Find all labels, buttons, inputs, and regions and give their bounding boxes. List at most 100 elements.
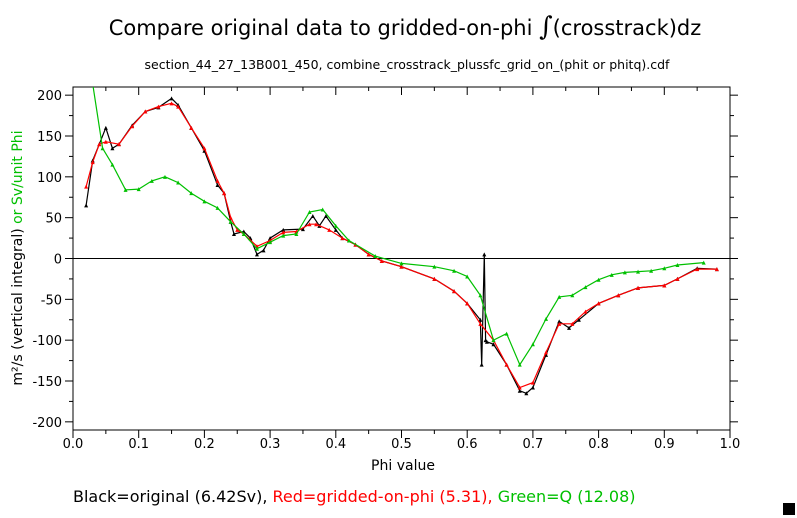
data-point-Q	[662, 266, 667, 271]
data-point-original	[103, 125, 108, 130]
data-point-original	[530, 385, 535, 390]
data-point-gridded-on-phi	[156, 104, 161, 109]
x-tick-label: 0.7	[523, 437, 544, 452]
data-point-Q	[162, 174, 167, 179]
data-point-gridded-on-phi	[97, 142, 102, 147]
data-point-gridded-on-phi	[327, 227, 332, 232]
data-point-gridded-on-phi	[281, 230, 286, 235]
data-point-Q	[123, 187, 128, 192]
data-point-gridded-on-phi	[314, 222, 319, 227]
data-point-gridded-on-phi	[616, 293, 621, 298]
data-point-Q	[202, 199, 207, 204]
data-point-Q	[557, 294, 562, 299]
data-point-Q	[110, 162, 115, 167]
data-point-original	[215, 183, 220, 187]
data-point-original	[567, 325, 572, 330]
data-point-original	[517, 388, 522, 393]
data-point-original	[576, 317, 581, 322]
data-point-gridded-on-phi	[116, 142, 121, 147]
y-tick-label: -200	[32, 416, 62, 431]
data-point-gridded-on-phi	[222, 191, 227, 196]
data-point-original	[478, 317, 483, 322]
data-point-Q	[215, 205, 220, 210]
data-point-gridded-on-phi	[695, 267, 700, 272]
data-point-Q	[491, 338, 496, 343]
data-point-gridded-on-phi	[675, 276, 680, 281]
series-line-original	[85, 97, 717, 394]
data-point-Q	[281, 233, 286, 238]
data-point-original	[110, 146, 115, 151]
data-point-Q	[373, 254, 378, 259]
data-point-gridded-on-phi	[143, 109, 148, 114]
data-point-original	[254, 252, 259, 257]
data-point-gridded-on-phi	[366, 252, 371, 257]
data-point-Q	[622, 270, 627, 275]
data-point-Q	[701, 260, 706, 265]
data-point-gridded-on-phi	[176, 104, 181, 109]
y-tick-label: 150	[37, 130, 62, 145]
data-point-Q	[307, 209, 312, 214]
y-tick-label: -150	[32, 375, 62, 390]
data-point-original	[484, 339, 489, 344]
integral-symbol: ∫	[539, 12, 553, 42]
data-point-Q	[544, 316, 549, 321]
data-point-gridded-on-phi	[452, 289, 457, 294]
data-point-Q	[189, 191, 194, 196]
x-tick-label: 0.3	[260, 437, 281, 452]
data-point-Q	[517, 362, 522, 367]
data-point-gridded-on-phi	[504, 362, 509, 367]
data-point-original	[482, 252, 487, 257]
plot-lines	[84, 61, 719, 396]
x-tick-label: 1.0	[720, 437, 741, 452]
data-point-original	[231, 232, 236, 236]
data-point-Q	[149, 178, 154, 183]
data-point-original	[479, 362, 484, 367]
data-point-gridded-on-phi	[307, 222, 312, 227]
legend-green: Green=Q (12.08)	[498, 487, 636, 506]
legend-black: Black=original (6.42Sv),	[73, 487, 267, 506]
data-point-gridded-on-phi	[130, 124, 135, 129]
data-point-Q	[452, 268, 457, 273]
data-point-gridded-on-phi	[714, 267, 719, 272]
data-point-gridded-on-phi	[235, 227, 240, 232]
data-point-gridded-on-phi	[90, 160, 95, 165]
data-point-Q	[268, 240, 273, 245]
data-point-Q	[87, 61, 91, 65]
data-point-gridded-on-phi	[84, 184, 89, 189]
data-point-gridded-on-phi	[202, 146, 207, 151]
data-point-gridded-on-phi	[583, 309, 588, 314]
data-point-gridded-on-phi	[596, 301, 601, 306]
data-point-gridded-on-phi	[662, 283, 667, 288]
data-point-gridded-on-phi	[465, 301, 470, 306]
data-point-original	[491, 342, 496, 347]
data-point-gridded-on-phi	[570, 321, 575, 326]
chart-title: Compare original data to gridded-on-phi …	[109, 12, 702, 42]
data-point-Q	[649, 268, 654, 273]
data-point-original	[84, 203, 89, 208]
legend-red: Red=gridded-on-phi (5.31),	[273, 487, 493, 506]
data-point-gridded-on-phi	[478, 321, 483, 326]
data-point-Q	[100, 146, 105, 151]
x-tick-label: 0.6	[457, 437, 478, 452]
data-point-Q	[432, 264, 437, 269]
data-point-Q	[465, 274, 470, 279]
data-point-original	[300, 227, 305, 232]
data-point-Q	[478, 293, 483, 298]
data-point-Q	[254, 246, 259, 251]
legend: Black=original (6.42Sv), Red=gridded-on-…	[73, 487, 636, 506]
y-axis-label: m²/s (vertical integral) or Sv/unit Phi	[10, 130, 26, 385]
data-point-original	[281, 227, 286, 232]
data-point-Q	[636, 269, 641, 274]
data-point-gridded-on-phi	[399, 264, 404, 269]
data-point-original	[310, 214, 315, 219]
data-point-gridded-on-phi	[517, 385, 522, 390]
chart-subtitle: section_44_27_13B001_450, combine_crosst…	[145, 57, 671, 72]
data-point-original	[333, 227, 338, 232]
data-point-gridded-on-phi	[228, 215, 233, 220]
data-point-Q	[504, 331, 509, 336]
series-line-Q	[92, 87, 704, 366]
data-point-original	[169, 96, 174, 101]
x-tick-label: 0.1	[128, 437, 149, 452]
data-point-Q	[609, 272, 614, 277]
data-point-gridded-on-phi	[169, 101, 174, 106]
